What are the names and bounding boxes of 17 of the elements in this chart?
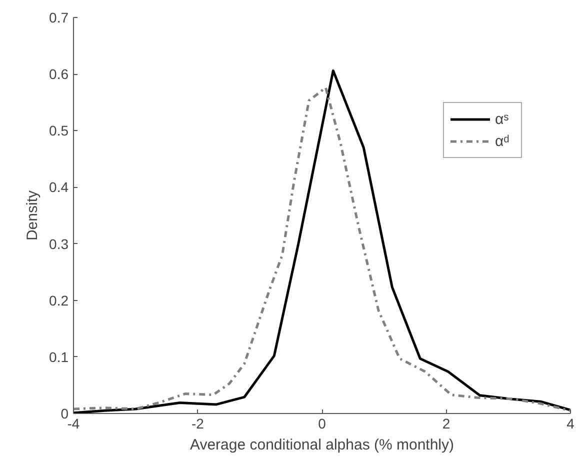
y-tick-label: 0.2 xyxy=(49,292,69,308)
y-tick-label: 0.5 xyxy=(49,122,69,139)
y-tick-label: 0.3 xyxy=(49,236,69,252)
y-tick-label: 0.1 xyxy=(49,348,69,365)
x-tick-label: -2 xyxy=(192,416,204,432)
x-tick-label: -4 xyxy=(67,416,80,432)
y-tick-label: 0.4 xyxy=(49,179,69,196)
x-axis-title: Average conditional alphas (% monthly) xyxy=(190,436,454,454)
x-tick-label: 2 xyxy=(442,416,450,432)
x-tick-label: 4 xyxy=(566,416,575,432)
y-axis-title: Density xyxy=(24,190,42,241)
y-tick-label: 0.7 xyxy=(49,10,69,26)
y-tick-label: 0 xyxy=(60,406,69,422)
x-tick-label: 0 xyxy=(318,416,326,432)
y-tick-label: 0.6 xyxy=(49,66,69,82)
legend-label: αᵈ xyxy=(495,132,510,150)
legend-label: αˢ xyxy=(495,110,510,128)
